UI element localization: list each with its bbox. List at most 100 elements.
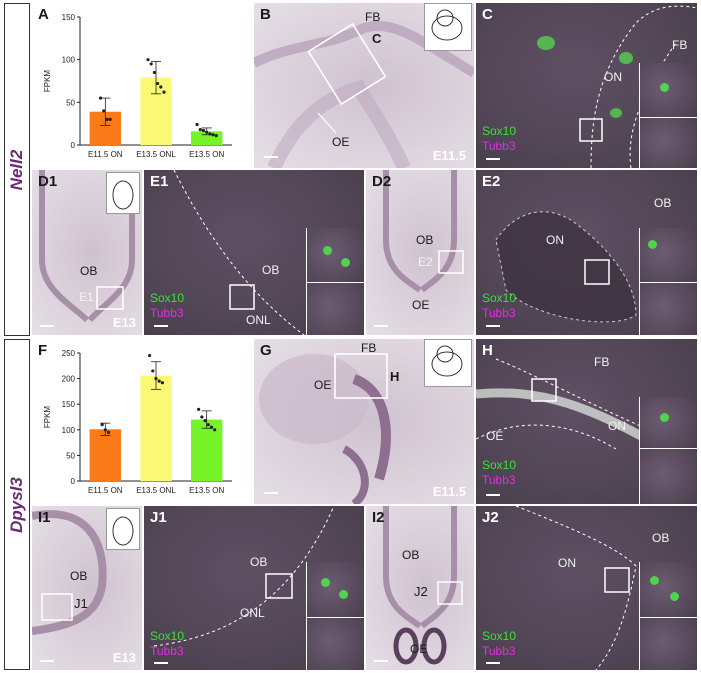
y-tick-label: 50 [66, 98, 75, 107]
scale-bar-g [264, 492, 278, 494]
gene-label-box-top: Nell2 [4, 3, 30, 336]
scale-bar-j1 [154, 662, 168, 664]
embryo-icon [112, 516, 134, 546]
bar [190, 419, 223, 481]
data-point [157, 379, 161, 383]
marker-tubb3-h: Tubb3 [482, 473, 516, 487]
data-point [205, 130, 209, 134]
box-label-h: H [390, 369, 400, 384]
chart-f: 0 50 100 150 200 250 FPKM E11.5 ON E13.5 ONL E13.… [43, 349, 232, 495]
data-point [195, 122, 199, 127]
panel-label-i1: I1 [38, 509, 51, 526]
panel-label-a: A [38, 6, 49, 23]
y-axis-label: FPKM [43, 406, 52, 429]
x-tick-label: E13.5 ON [189, 150, 224, 159]
scale-bar-e1 [154, 325, 168, 327]
tissue-outline-e1 [173, 170, 305, 335]
y-axis-label: FPKM [43, 70, 52, 93]
data-point [106, 430, 111, 434]
inset-e1-sox10 [306, 228, 364, 283]
tissue-outline-e2 [495, 211, 637, 323]
panel-e1: E1 OB ONL Sox10 Tubb3 [144, 170, 364, 335]
marker-sox10-c: Sox10 [482, 124, 517, 138]
data-point [203, 418, 207, 423]
label-on-e2: ON [546, 233, 564, 247]
label-on-c: ON [604, 70, 622, 84]
label-on-h: ON [608, 419, 626, 433]
panel-e2: E2 OB ON Sox10 Tubb3 [476, 170, 697, 335]
panel-label-c: C [482, 6, 493, 23]
inset-e2-sox10 [639, 228, 697, 283]
label-fb-b: FB [365, 10, 381, 24]
data-point [149, 62, 153, 66]
marker-tubb3-j1: Tubb3 [150, 644, 184, 658]
label-ob-e2: OB [654, 196, 672, 210]
data-point [148, 353, 152, 358]
label-fb-g: FB [361, 341, 377, 355]
inset-h-sox10 [639, 397, 697, 449]
panel-f: F 0 50 100 150 200 250 FPKM E11.5 ON E13.5 ONL E1… [32, 339, 252, 504]
data-point [206, 423, 210, 427]
label-oe-d2: OE [412, 298, 430, 312]
label-ob-j2: OB [652, 531, 670, 545]
gene-label-box-bottom: Dpysl3 [4, 339, 30, 670]
marker-tubb3-c: Tubb3 [482, 139, 516, 153]
tissue-outline-d2 [383, 170, 464, 293]
inset-c-tubb3 [639, 118, 697, 168]
data-point [98, 96, 103, 100]
label-oe-h: OE [486, 429, 504, 443]
data-point [213, 428, 217, 432]
data-point [209, 425, 214, 429]
y-tick-label: 100 [62, 56, 76, 65]
marker-sox10-h: Sox10 [482, 458, 517, 472]
data-point [105, 117, 109, 121]
embryo-icon [112, 180, 134, 210]
tissue-outline-d1 [39, 170, 135, 323]
label-oe-i2: OE [410, 642, 428, 656]
box-label-c: C [372, 31, 382, 46]
marker-sox10-j1: Sox10 [150, 629, 185, 643]
embryo-icon [431, 9, 463, 41]
label-ob-j1: OB [250, 555, 268, 569]
panel-a: A 0 50 100 150 FPKM E11.5 ON E13.5 ONL E13.5 ON [32, 3, 252, 168]
box-label-j1: J1 [74, 596, 88, 611]
label-ob-d2: OB [416, 233, 434, 247]
data-point [160, 381, 164, 385]
tissue-outline-c [537, 5, 697, 168]
scale-bar-d1 [40, 325, 54, 327]
inset-j1-sox10 [306, 562, 364, 618]
data-point [159, 85, 163, 89]
data-point [102, 109, 106, 113]
data-point [200, 415, 204, 419]
label-onl-e1: ONL [246, 313, 271, 327]
embryo-schematic-b [424, 3, 472, 51]
y-tick-label: 0 [71, 141, 76, 150]
data-point [151, 369, 155, 373]
panel-j1: J1 OB ONL Sox10 Tubb3 [144, 506, 364, 670]
data-point [211, 133, 215, 137]
panel-label-e1: E1 [150, 173, 169, 190]
panel-d1: D1 OB E1 E13 [32, 170, 142, 335]
inset-e1-tubb3 [306, 283, 364, 335]
label-ob-i1: OB [70, 569, 88, 583]
panel-g: G FB H OE E11.5 [254, 339, 474, 504]
x-tick-label: E13.5 ONL [136, 150, 176, 159]
embryo-schematic-g [424, 339, 472, 387]
marker-tubb3-j2: Tubb3 [482, 644, 516, 658]
label-fb-h: FB [594, 355, 610, 369]
panel-label-d1: D1 [38, 173, 58, 190]
label-ob-i2: OB [402, 548, 420, 562]
data-point [162, 90, 166, 94]
data-point [201, 128, 206, 133]
x-tick-label: E13.5 ON [189, 486, 224, 495]
data-point [100, 423, 104, 427]
panel-label-g: G [260, 342, 272, 359]
label-onl-j1: ONL [240, 606, 265, 620]
panel-c: C FB ON Sox10 Tubb3 [476, 3, 697, 168]
gene-label-nell2: Nell2 [7, 149, 26, 190]
panel-label-i2: I2 [372, 509, 385, 526]
scale-bar-j2 [486, 662, 500, 664]
y-tick-label: 150 [62, 400, 76, 409]
box-label-j2: J2 [414, 584, 428, 599]
panel-label-d2: D2 [372, 173, 392, 190]
